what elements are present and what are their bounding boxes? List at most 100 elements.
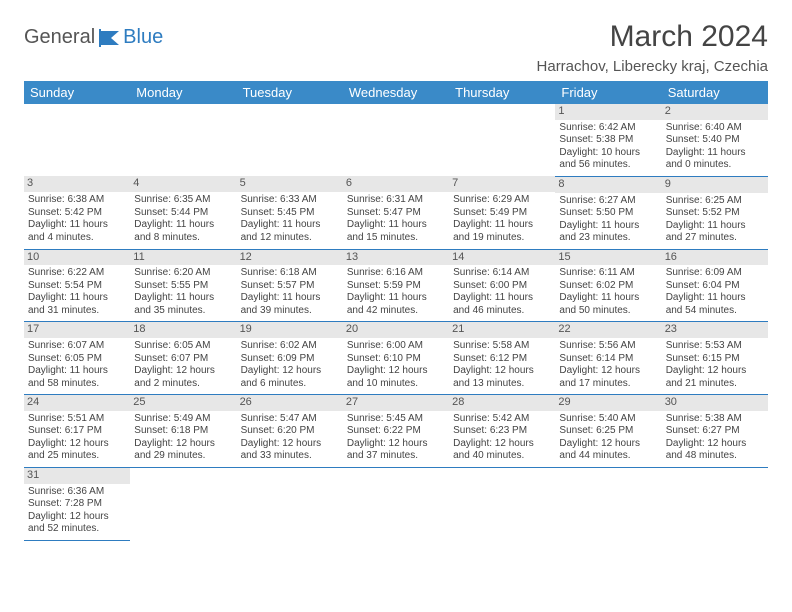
day-number: 29 [555,395,661,411]
daylight-text: and 8 minutes. [134,232,232,245]
sunrise-text: Sunrise: 6:05 AM [134,340,232,353]
sunrise-text: Sunrise: 6:18 AM [241,267,339,280]
day-cell [343,104,449,176]
sunrise-text: Sunrise: 5:53 AM [666,340,764,353]
sunset-text: Sunset: 6:07 PM [134,353,232,366]
day-cell: 20 Sunrise: 6:00 AMSunset: 6:10 PMDayligh… [343,322,449,395]
day-number: 23 [662,322,768,338]
sunrise-text: Sunrise: 6:20 AM [134,267,232,280]
daylight-text: Daylight: 12 hours [453,365,551,378]
day-cell: 3Sunrise: 6:38 AMSunset: 5:42 PMDaylight… [24,176,130,249]
day-cell: 21Sunrise: 5:58 AMSunset: 6:12 PMDayligh… [449,322,555,395]
flag-icon [99,29,121,47]
day-cell [343,467,449,540]
daylight-text: and 2 minutes. [134,378,232,391]
day-cell [662,467,768,540]
week-row: 17Sunrise: 6:07 AMSunset: 6:05 PMDayligh… [24,322,768,395]
day-number: 27 [343,395,449,411]
day-number: 20 [343,322,449,338]
day-cell [449,467,555,540]
day-cell: 30Sunrise: 5:38 AMSunset: 6:27 PMDayligh… [662,395,768,468]
day-cell: 2Sunrise: 6:40 AMSunset: 5:40 PMDaylight… [662,104,768,176]
sunset-text: Sunset: 7:28 PM [28,498,126,511]
daylight-text: and 56 minutes. [559,159,657,172]
day-number: 22 [555,322,661,338]
day-number: 2 [662,104,768,120]
day-number: 11 [130,250,236,266]
day-cell: 27Sunrise: 5:45 AMSunset: 6:22 PMDayligh… [343,395,449,468]
sunrise-text: Sunrise: 5:56 AM [559,340,657,353]
day-number: 17 [24,322,130,338]
daylight-text: Daylight: 12 hours [347,438,445,451]
day-number: 6 [343,176,449,192]
day-cell: 26Sunrise: 5:47 AMSunset: 6:20 PMDayligh… [237,395,343,468]
sunrise-text: Sunrise: 6:00 AM [347,340,445,353]
dow-saturday: Saturday [662,81,768,104]
daylight-text: and 29 minutes. [134,450,232,463]
dow-thursday: Thursday [449,81,555,104]
day-cell: 9Sunrise: 6:25 AMSunset: 5:52 PMDaylight… [662,176,768,249]
daylight-text: and 4 minutes. [28,232,126,245]
sunrise-text: Sunrise: 6:35 AM [134,194,232,207]
day-cell: 24Sunrise: 5:51 AMSunset: 6:17 PMDayligh… [24,395,130,468]
day-cell: 7Sunrise: 6:29 AMSunset: 5:49 PMDaylight… [449,176,555,249]
dow-sunday: Sunday [24,81,130,104]
week-row: 24Sunrise: 5:51 AMSunset: 6:17 PMDayligh… [24,395,768,468]
daylight-text: and 58 minutes. [28,378,126,391]
daylight-text: Daylight: 11 hours [134,292,232,305]
daylight-text: and 23 minutes. [559,232,657,245]
calendar-table: Sunday Monday Tuesday Wednesday Thursday… [24,81,768,541]
sunset-text: Sunset: 6:23 PM [453,425,551,438]
daylight-text: and 46 minutes. [453,305,551,318]
sunrise-text: Sunrise: 5:49 AM [134,413,232,426]
day-number: 16 [662,250,768,266]
sunrise-text: Sunrise: 6:40 AM [666,122,764,135]
day-number: 30 [662,395,768,411]
day-cell: 5Sunrise: 6:33 AMSunset: 5:45 PMDaylight… [237,176,343,249]
sunrise-text: Sunrise: 5:38 AM [666,413,764,426]
sunset-text: Sunset: 6:25 PM [559,425,657,438]
daylight-text: Daylight: 12 hours [347,365,445,378]
sunrise-text: Sunrise: 6:36 AM [28,486,126,499]
daylight-text: and 12 minutes. [241,232,339,245]
day-cell: 31Sunrise: 6:36 AMSunset: 7:28 PMDayligh… [24,467,130,540]
day-cell: 1Sunrise: 6:42 AMSunset: 5:38 PMDaylight… [555,104,661,176]
sunset-text: Sunset: 6:10 PM [347,353,445,366]
sunset-text: Sunset: 5:54 PM [28,280,126,293]
daylight-text: Daylight: 11 hours [241,219,339,232]
sunset-text: Sunset: 6:05 PM [28,353,126,366]
dow-wednesday: Wednesday [343,81,449,104]
daylight-text: Daylight: 11 hours [559,220,657,233]
day-number: 8 [555,177,661,193]
location-label: Harrachov, Liberecky kraj, Czechia [537,58,768,75]
day-cell: 29Sunrise: 5:40 AMSunset: 6:25 PMDayligh… [555,395,661,468]
day-number: 31 [24,468,130,484]
sunrise-text: Sunrise: 6:02 AM [241,340,339,353]
day-cell: 10Sunrise: 6:22 AMSunset: 5:54 PMDayligh… [24,249,130,322]
day-number: 12 [237,250,343,266]
week-row: 3Sunrise: 6:38 AMSunset: 5:42 PMDaylight… [24,176,768,249]
sunset-text: Sunset: 5:40 PM [666,134,764,147]
day-number: 7 [449,176,555,192]
week-row: 31Sunrise: 6:36 AMSunset: 7:28 PMDayligh… [24,467,768,540]
header: General Blue March 2024 Harrachov, Liber… [24,20,768,75]
sunset-text: Sunset: 5:49 PM [453,207,551,220]
daylight-text: Daylight: 11 hours [134,219,232,232]
daylight-text: Daylight: 11 hours [347,292,445,305]
daylight-text: Daylight: 12 hours [134,365,232,378]
day-number: 13 [343,250,449,266]
daylight-text: Daylight: 11 hours [666,220,764,233]
day-number: 15 [555,250,661,266]
daylight-text: and 21 minutes. [666,378,764,391]
daylight-text: and 50 minutes. [559,305,657,318]
day-number: 5 [237,176,343,192]
day-cell [24,104,130,176]
day-cell: 11Sunrise: 6:20 AMSunset: 5:55 PMDayligh… [130,249,236,322]
day-number: 21 [449,322,555,338]
sunset-text: Sunset: 6:14 PM [559,353,657,366]
daylight-text: Daylight: 12 hours [241,438,339,451]
day-cell: 14Sunrise: 6:14 AMSunset: 6:00 PMDayligh… [449,249,555,322]
day-cell [449,104,555,176]
sunset-text: Sunset: 6:22 PM [347,425,445,438]
day-cell: 23Sunrise: 5:53 AMSunset: 6:15 PMDayligh… [662,322,768,395]
